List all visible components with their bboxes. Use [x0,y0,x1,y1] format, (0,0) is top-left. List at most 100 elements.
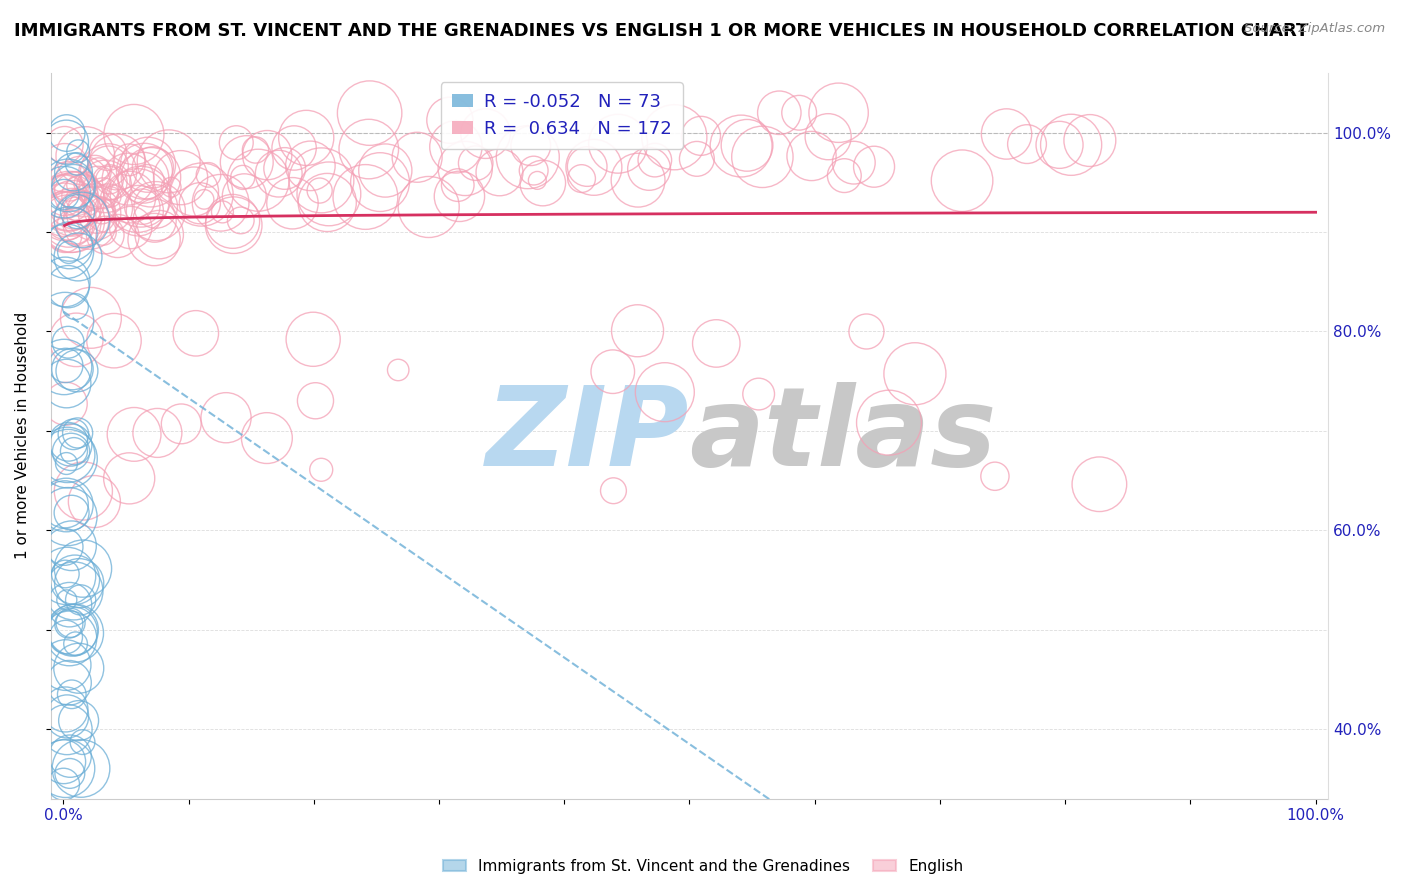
Point [117,172,139,186]
Point [53,161,76,175]
Point [56,723,79,737]
Point [62,362,84,376]
Point [56,335,79,350]
Point [247,173,270,187]
Point [359,106,381,120]
Point [236,155,259,169]
Point [62,165,84,179]
Point [63,626,86,640]
Point [58,195,80,210]
Point [55,630,77,644]
Point [690,128,713,143]
Point [55,211,77,225]
Point [531,176,554,190]
Point [160,180,183,194]
Point [143,213,166,227]
Point [56,178,79,193]
Point [75,149,97,163]
Point [134,164,156,178]
Point [55,376,77,391]
Point [72,189,94,203]
Point [58,194,80,208]
Point [63,219,86,233]
Point [256,431,278,445]
Point [157,154,180,169]
Point [827,105,849,120]
Point [53,209,76,223]
Point [55,135,77,149]
Point [63,583,86,598]
Point [190,187,212,202]
Legend: R = -0.052   N = 73, R =  0.634   N = 172: R = -0.052 N = 73, R = 0.634 N = 172 [441,82,683,149]
Point [56,509,79,524]
Point [67,661,90,675]
Point [406,150,429,164]
Point [464,156,486,170]
Point [308,184,330,198]
Point [842,155,865,169]
Point [735,138,758,153]
Point [188,196,211,211]
Point [576,160,599,174]
Point [59,215,82,229]
Point [1088,477,1111,491]
Point [730,139,752,153]
Point [122,427,145,442]
Point [136,175,159,189]
Point [55,397,77,411]
Point [55,702,77,716]
Point [516,150,538,164]
Point [97,202,120,216]
Point [67,250,90,264]
Point [418,200,440,214]
Point [357,142,380,156]
Point [704,336,727,351]
Point [91,225,114,239]
Point [136,158,159,172]
Point [56,593,79,607]
Point [127,203,149,218]
Point [184,326,207,341]
Point [66,425,89,440]
Point [53,275,76,289]
Point [1049,137,1071,152]
Point [58,598,80,612]
Text: Source: ZipAtlas.com: Source: ZipAtlas.com [1244,22,1385,36]
Point [100,190,122,204]
Point [65,333,87,347]
Point [316,195,339,210]
Point [86,208,108,222]
Point [60,506,83,520]
Point [91,186,114,201]
Point [72,483,94,498]
Point [193,192,215,206]
Point [59,749,82,764]
Point [60,445,83,459]
Point [225,136,247,150]
Point [103,334,125,348]
Point [58,245,80,260]
Point [122,128,145,142]
Point [302,332,325,346]
Point [53,188,76,202]
Point [62,201,84,215]
Point [60,539,83,553]
Point [67,576,90,591]
Point [53,314,76,328]
Point [232,170,254,185]
Point [52,755,75,769]
Point [644,153,666,168]
Point [86,180,108,194]
Point [97,159,120,173]
Point [311,173,333,187]
Point [602,483,624,498]
Point [904,367,927,381]
Point [309,463,332,477]
Point [59,766,82,780]
Point [59,438,82,452]
Point [58,632,80,646]
Point [118,153,141,167]
Point [65,194,87,208]
Point [98,173,121,187]
Point [53,202,76,217]
